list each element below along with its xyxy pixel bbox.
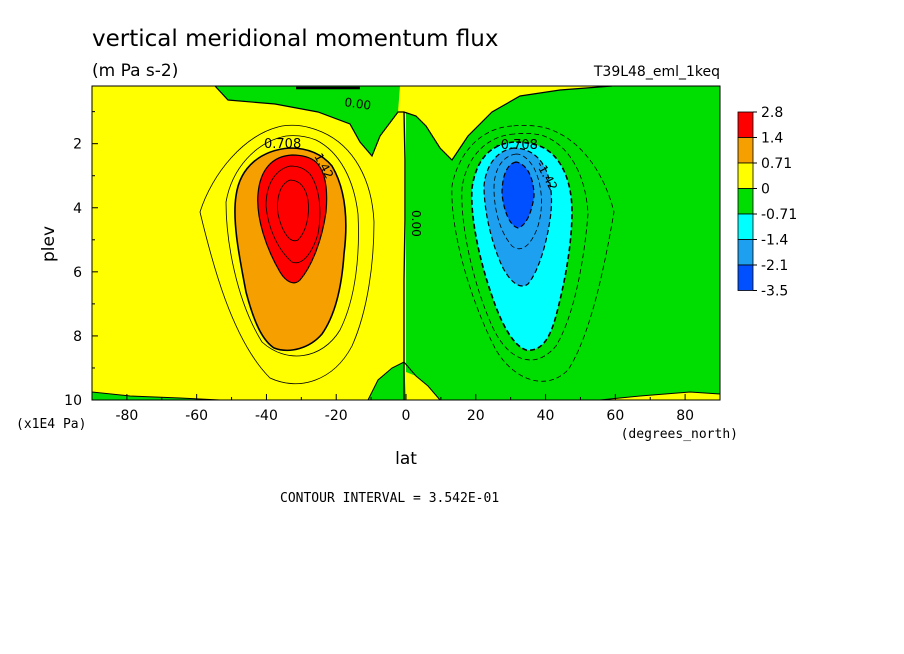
yellow-patch-bottom-right — [600, 392, 720, 400]
contour-zero-bottom — [92, 361, 720, 400]
contour-interval: CONTOUR INTERVAL = 3.542E-01 — [280, 491, 499, 506]
yellow-patch-top — [406, 86, 612, 160]
y-axis-title: plev — [39, 226, 59, 262]
contour-negative-outer — [451, 125, 615, 382]
colorbar-swatch — [737, 213, 754, 240]
colorbar-swatch — [737, 264, 754, 291]
y-tick-label: 6 — [73, 265, 82, 281]
chart-units: (m Pa s-2) — [92, 61, 178, 81]
plot-area: 0.00 0.708 1.42 0.00 -0.708 -1.42 — [92, 86, 720, 400]
contour-label-neg-708: -0.708 — [496, 138, 538, 153]
contour-positive-inner — [265, 165, 321, 264]
x-axis-title: lat — [395, 449, 417, 469]
y-axis: 2 4 6 8 10 — [64, 111, 98, 409]
colorbar-label: -2.1 — [761, 258, 788, 274]
x-axis-units: (degrees_north) — [621, 427, 738, 442]
colorbar-swatch — [737, 239, 754, 266]
positive-lobe-red — [257, 154, 328, 284]
green-patch-bottom-left — [92, 392, 220, 400]
x-tick-label: -20 — [325, 408, 348, 424]
y-tick-label: 8 — [73, 329, 82, 345]
contour-positive-core — [277, 179, 309, 242]
colorbar-label: 0.71 — [761, 156, 792, 172]
contour-positive-outer — [199, 124, 375, 385]
x-tick-label: -40 — [255, 408, 278, 424]
contour-label-pos-708: 0.708 — [264, 137, 301, 152]
dataset-label: T39L48_eml_1keq — [593, 64, 720, 80]
yellow-patch-bottom — [406, 372, 440, 400]
colorbar-swatch — [737, 111, 754, 138]
colorbar: 2.8 1.4 0.71 0 -0.71 -1.4 -2.1 -3.5 — [737, 105, 797, 300]
x-tick-label: 20 — [467, 408, 485, 424]
x-tick-label: 0 — [402, 408, 411, 424]
colorbar-label: -0.71 — [761, 207, 797, 223]
x-tick-label: -80 — [115, 408, 138, 424]
colorbar-label: -3.5 — [761, 284, 788, 300]
green-patch-bottom-mid — [368, 362, 406, 400]
contour-zero-center — [403, 111, 406, 400]
y-tick-label: 4 — [73, 201, 82, 217]
contour-zero-top — [214, 86, 613, 161]
contour-label-center-zero: 0.00 — [409, 210, 423, 237]
contour-negative-inner — [493, 153, 542, 250]
contour-negative-mid — [461, 133, 589, 361]
contour-label-top-zero: 0.00 — [344, 95, 372, 113]
x-tick-label: 60 — [606, 408, 624, 424]
x-axis: -80 -60 -40 -20 0 20 40 60 80 — [115, 394, 694, 424]
y-axis-units: (x1E4 Pa) — [16, 417, 86, 432]
colorbar-label: 0 — [761, 182, 770, 198]
colorbar-swatch — [737, 188, 754, 215]
contour-positive-mid — [225, 135, 359, 357]
x-tick-label: -60 — [185, 408, 208, 424]
chart-title: vertical meridional momentum flux — [92, 26, 499, 52]
x-tick-label: 40 — [537, 408, 555, 424]
colorbar-label: 2.8 — [761, 105, 783, 121]
colorbar-swatch — [737, 137, 754, 164]
colorbar-label: -1.4 — [761, 233, 788, 249]
x-tick-label: 80 — [676, 408, 694, 424]
y-tick-label: 2 — [73, 137, 82, 153]
y-tick-label: 10 — [64, 393, 82, 409]
green-patch-top — [215, 86, 400, 156]
negative-lobe-blue — [501, 161, 535, 229]
colorbar-label: 1.4 — [761, 131, 783, 147]
colorbar-swatch — [737, 162, 754, 189]
